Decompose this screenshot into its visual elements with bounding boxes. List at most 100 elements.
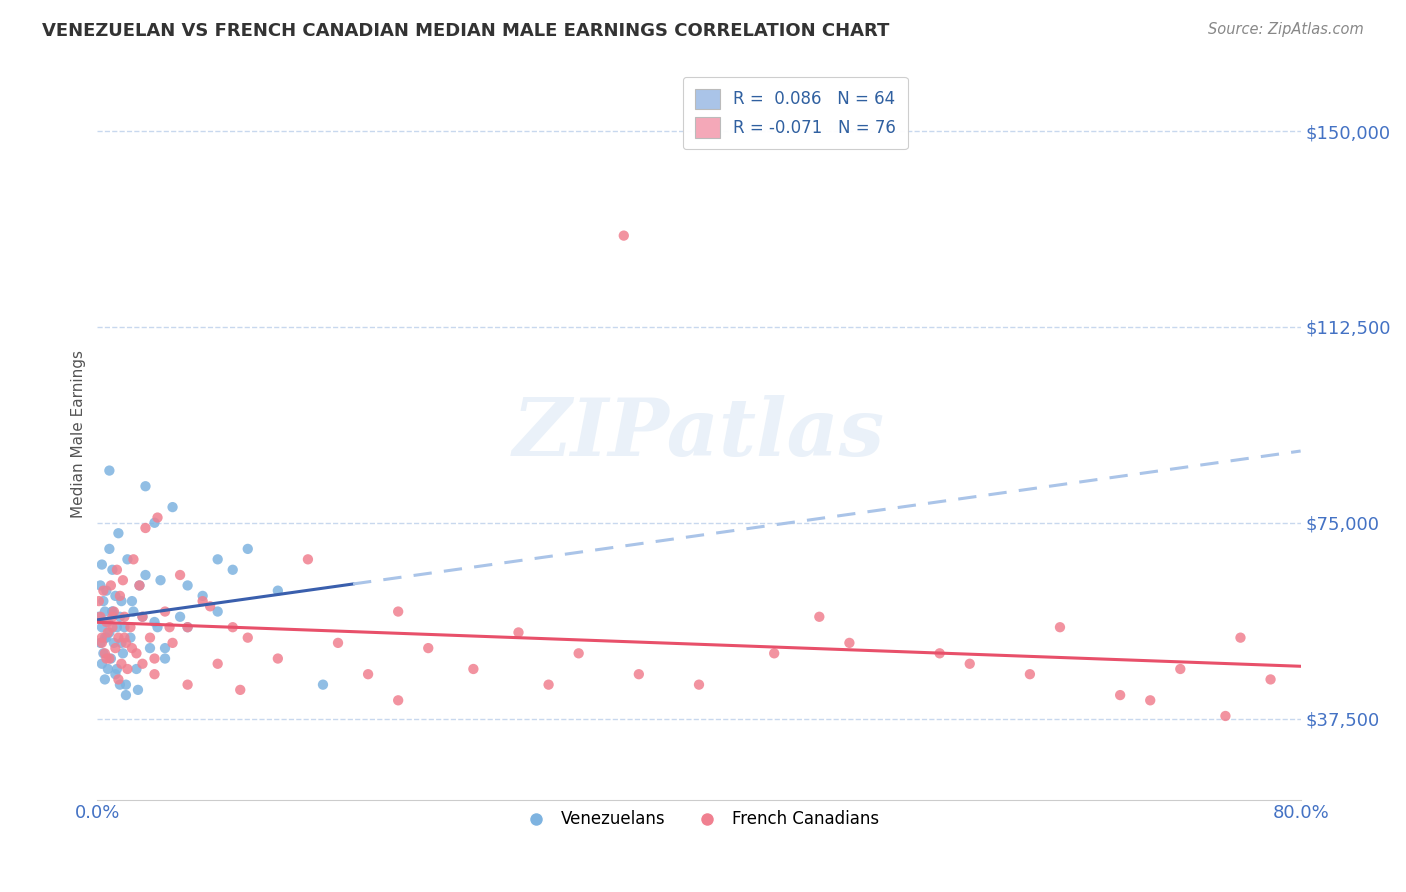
Point bbox=[96, 631, 118, 645]
Point bbox=[127, 682, 149, 697]
Point bbox=[222, 620, 245, 634]
Point bbox=[96, 651, 118, 665]
Point bbox=[93, 583, 115, 598]
Point bbox=[162, 500, 184, 515]
Point bbox=[115, 636, 138, 650]
Point bbox=[120, 631, 142, 645]
Point bbox=[463, 662, 485, 676]
Point bbox=[176, 678, 198, 692]
Point bbox=[297, 552, 319, 566]
Point bbox=[236, 631, 259, 645]
Point bbox=[131, 657, 153, 671]
Point bbox=[149, 573, 172, 587]
Point bbox=[153, 641, 176, 656]
Point bbox=[89, 609, 111, 624]
Point bbox=[110, 594, 132, 608]
Point bbox=[267, 583, 290, 598]
Point bbox=[101, 563, 124, 577]
Point bbox=[94, 673, 117, 687]
Point bbox=[115, 688, 138, 702]
Y-axis label: Median Male Earnings: Median Male Earnings bbox=[72, 350, 86, 518]
Point bbox=[107, 673, 129, 687]
Point bbox=[117, 552, 139, 566]
Point bbox=[94, 646, 117, 660]
Point bbox=[169, 609, 191, 624]
Point bbox=[100, 578, 122, 592]
Point bbox=[128, 578, 150, 592]
Point bbox=[97, 615, 120, 629]
Point bbox=[87, 594, 110, 608]
Point bbox=[131, 609, 153, 624]
Point bbox=[176, 620, 198, 634]
Point bbox=[688, 678, 710, 692]
Point bbox=[134, 521, 156, 535]
Point bbox=[96, 615, 118, 629]
Point bbox=[104, 667, 127, 681]
Point bbox=[111, 573, 134, 587]
Point bbox=[98, 541, 121, 556]
Point bbox=[90, 657, 112, 671]
Point bbox=[207, 552, 229, 566]
Point bbox=[153, 651, 176, 665]
Point bbox=[191, 594, 214, 608]
Point bbox=[1049, 620, 1071, 634]
Point bbox=[537, 678, 560, 692]
Point bbox=[125, 662, 148, 676]
Point bbox=[143, 651, 166, 665]
Point bbox=[387, 605, 409, 619]
Point bbox=[808, 609, 831, 624]
Point bbox=[90, 558, 112, 572]
Point bbox=[568, 646, 591, 660]
Point bbox=[139, 641, 162, 656]
Point bbox=[122, 552, 145, 566]
Point bbox=[1229, 631, 1251, 645]
Point bbox=[105, 563, 128, 577]
Point bbox=[90, 631, 112, 645]
Point bbox=[627, 667, 650, 681]
Point bbox=[104, 589, 127, 603]
Point bbox=[90, 636, 112, 650]
Point bbox=[89, 578, 111, 592]
Point bbox=[143, 667, 166, 681]
Point bbox=[121, 641, 143, 656]
Point bbox=[128, 578, 150, 592]
Point bbox=[207, 657, 229, 671]
Point bbox=[1168, 662, 1191, 676]
Point bbox=[93, 594, 115, 608]
Point bbox=[326, 636, 349, 650]
Point bbox=[101, 609, 124, 624]
Text: VENEZUELAN VS FRENCH CANADIAN MEDIAN MALE EARNINGS CORRELATION CHART: VENEZUELAN VS FRENCH CANADIAN MEDIAN MAL… bbox=[42, 22, 890, 40]
Point bbox=[928, 646, 950, 660]
Point bbox=[94, 605, 117, 619]
Point bbox=[117, 662, 139, 676]
Point bbox=[139, 631, 162, 645]
Point bbox=[312, 678, 335, 692]
Point bbox=[198, 599, 221, 614]
Point bbox=[1260, 673, 1282, 687]
Point bbox=[143, 615, 166, 629]
Point bbox=[101, 605, 124, 619]
Point bbox=[159, 620, 181, 634]
Point bbox=[131, 609, 153, 624]
Point bbox=[838, 636, 860, 650]
Point bbox=[96, 583, 118, 598]
Point bbox=[134, 568, 156, 582]
Point bbox=[110, 636, 132, 650]
Point bbox=[153, 605, 176, 619]
Point bbox=[229, 682, 252, 697]
Point bbox=[162, 636, 184, 650]
Point bbox=[146, 620, 169, 634]
Point bbox=[103, 605, 125, 619]
Point bbox=[508, 625, 530, 640]
Point bbox=[146, 510, 169, 524]
Point bbox=[98, 625, 121, 640]
Point bbox=[108, 589, 131, 603]
Point bbox=[108, 609, 131, 624]
Point bbox=[357, 667, 380, 681]
Point bbox=[103, 636, 125, 650]
Point bbox=[98, 651, 121, 665]
Point bbox=[176, 578, 198, 592]
Point bbox=[1019, 667, 1042, 681]
Point bbox=[108, 678, 131, 692]
Point bbox=[418, 641, 440, 656]
